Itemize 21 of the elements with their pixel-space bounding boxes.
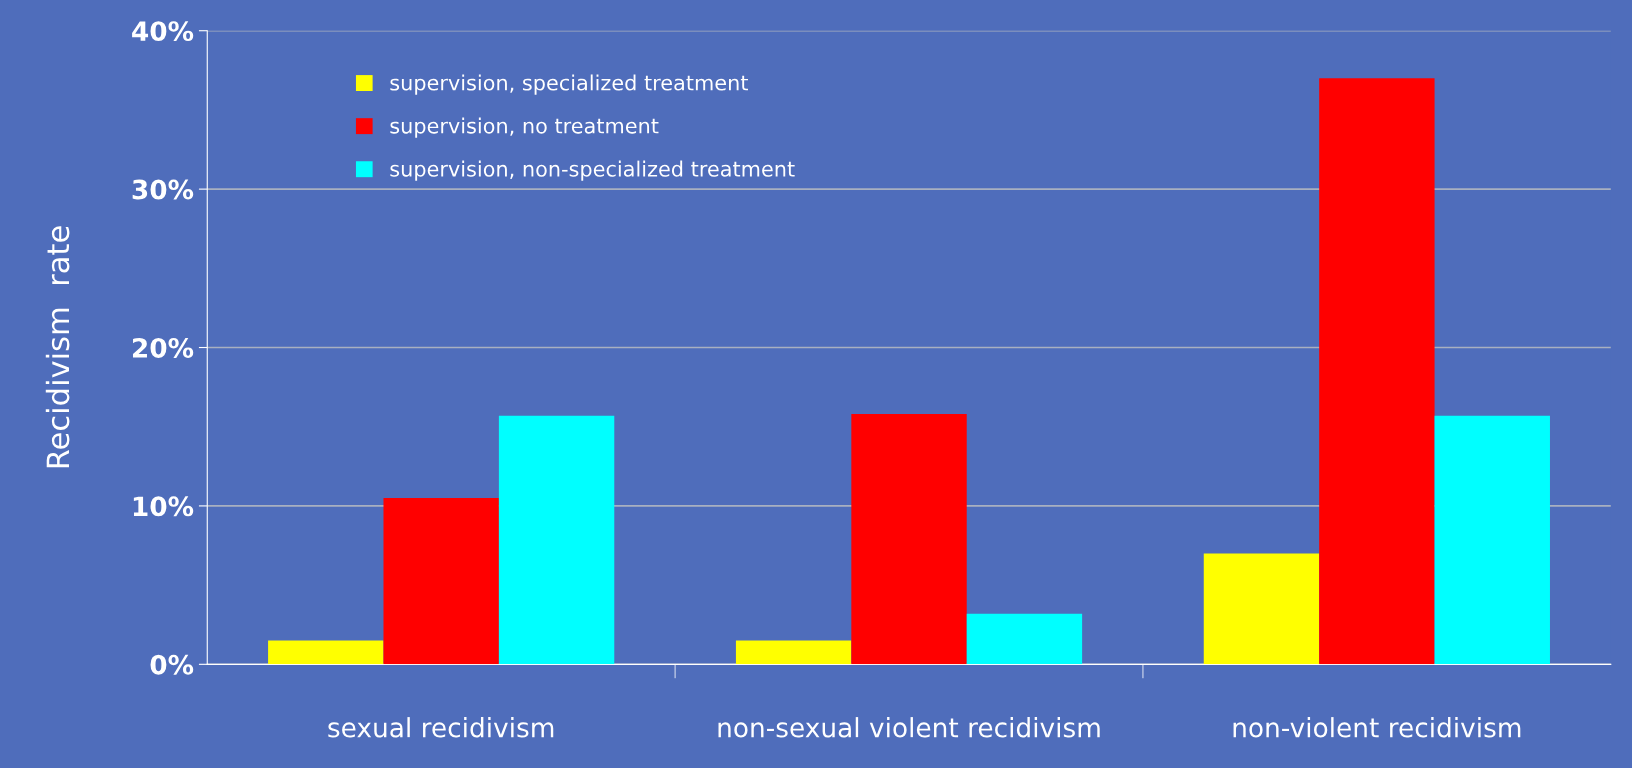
y-tick-label: 40% [132,21,194,42]
bar [1434,415,1550,665]
x-tick-label: non-violent recidivism [1233,717,1521,738]
bar [1319,78,1435,665]
legend-label: supervision, non-specialized treatment [390,160,795,181]
x-tick-label: sexual recidivism [328,717,554,738]
y-axis-title: Recidivism rate [45,226,70,468]
bar [498,415,615,665]
bar [735,640,852,665]
y-tick-label: 20% [132,337,194,358]
bar [268,640,384,665]
y-tick-label: 30% [132,179,194,200]
bar [383,498,499,665]
y-tick-label: 10% [133,496,194,517]
legend-label: supervision, no treatment [390,117,659,138]
y-tick-label: 0% [150,654,194,675]
bar [851,414,967,665]
legend-label: supervision, specialized treatment [390,74,748,95]
bar [1203,553,1320,665]
bar [966,613,1083,665]
x-tick-label: non-sexual violent recidivism [718,717,1100,738]
